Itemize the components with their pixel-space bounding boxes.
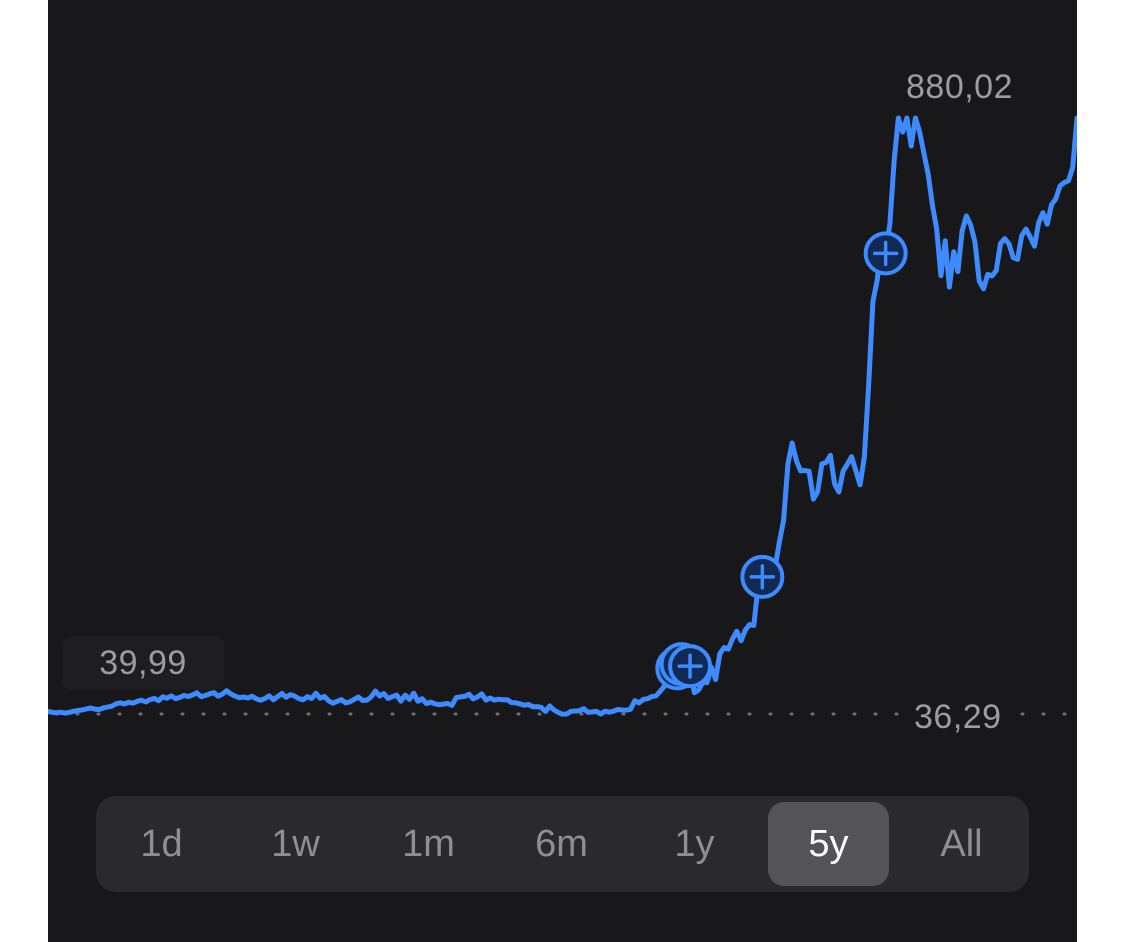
price-line [48,115,1077,717]
stock-chart-screen: 39,99 880,02 36,29 1d 1w 1m 6m 1y 5y All [48,0,1077,942]
start-price-label: 39,99 [62,636,224,690]
range-1m-button[interactable]: 1m [402,822,455,865]
time-range-selector: 1d 1w 1m 6m 1y 5y All [96,796,1029,892]
range-1d-button[interactable]: 1d [140,822,183,865]
price-chart[interactable] [48,0,1077,780]
range-5y-button[interactable]: 5y [768,802,889,886]
range-1w-button[interactable]: 1w [271,822,320,865]
buy-marker-icon[interactable] [668,644,713,689]
buy-marker-icon[interactable] [740,554,785,599]
buy-marker-icon[interactable] [863,231,908,276]
max-price-label: 880,02 [906,68,1013,106]
min-price-label: 36,29 [910,698,1006,737]
range-all-button[interactable]: All [940,822,983,865]
range-1y-button[interactable]: 1y [674,822,715,865]
range-6m-button[interactable]: 6m [535,822,588,865]
